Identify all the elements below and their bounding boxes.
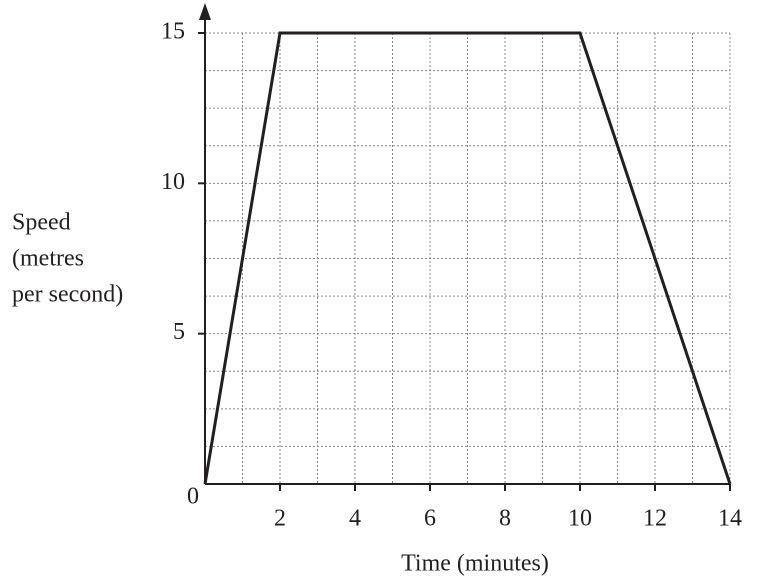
y-axis-label: (metres [12, 246, 84, 272]
y-tick-label: 15 [161, 19, 185, 45]
x-tick-label: 14 [718, 506, 742, 532]
y-tick-label: 5 [173, 319, 185, 345]
x-tick-label: 8 [499, 506, 511, 532]
x-tick-label: 6 [424, 506, 436, 532]
x-axis-label: Time (minutes) [401, 551, 549, 577]
data-line [203, 31, 732, 485]
x-tick-label: 10 [568, 506, 592, 532]
y-axis-arrow [199, 3, 211, 20]
y-tick-label: 10 [161, 169, 185, 195]
x-tick-label: 4 [349, 506, 361, 532]
y-axis-label: per second) [12, 282, 123, 308]
y-axis-label: Speed [12, 210, 71, 236]
x-tick-label: 12 [643, 506, 667, 532]
origin-label: 0 [187, 484, 199, 510]
x-tick-label: 2 [274, 506, 286, 532]
